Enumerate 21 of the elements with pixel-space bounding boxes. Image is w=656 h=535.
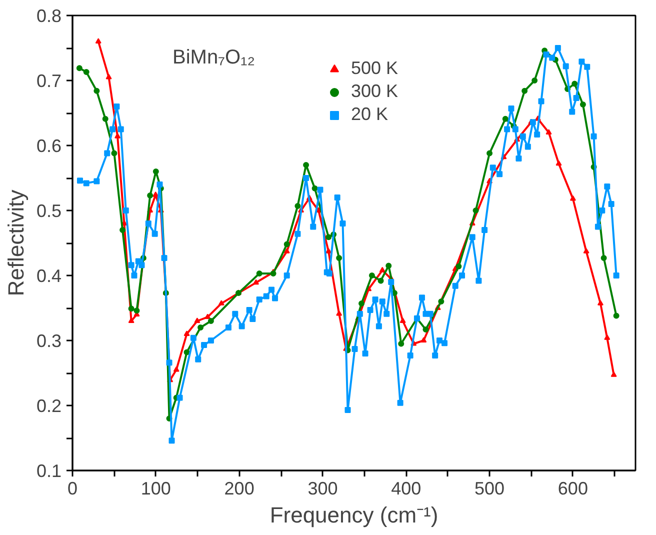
y-tick-label: 0.2 bbox=[36, 396, 62, 416]
legend-label: 300 K bbox=[351, 81, 398, 102]
y-tick-label: 0.3 bbox=[36, 331, 62, 351]
x-tick-label: 100 bbox=[140, 478, 171, 498]
y-tick-label: 0.4 bbox=[36, 266, 62, 286]
y-axis-title: Reflectivity bbox=[3, 190, 28, 296]
legend-label: 20 K bbox=[351, 104, 388, 125]
x-axis-title: Frequency (cm⁻¹) bbox=[270, 502, 438, 528]
x-tick-label: 400 bbox=[391, 478, 422, 498]
y-tick-label: 0.8 bbox=[36, 6, 62, 26]
legend-label: 500 K bbox=[351, 58, 398, 79]
y-tick-label: 0.5 bbox=[36, 201, 62, 221]
x-tick-label: 300 bbox=[308, 478, 338, 498]
y-tick-label: 0.1 bbox=[36, 461, 62, 481]
annotation: BiMn₇O₁₂ bbox=[172, 46, 256, 68]
x-tick-label: 0 bbox=[67, 478, 78, 498]
y-tick-label: 0.6 bbox=[36, 136, 62, 156]
x-tick-label: 200 bbox=[224, 478, 254, 498]
x-tick-label: 500 bbox=[474, 478, 505, 498]
x-tick-label: 600 bbox=[558, 478, 588, 498]
y-tick-label: 0.7 bbox=[36, 71, 62, 91]
